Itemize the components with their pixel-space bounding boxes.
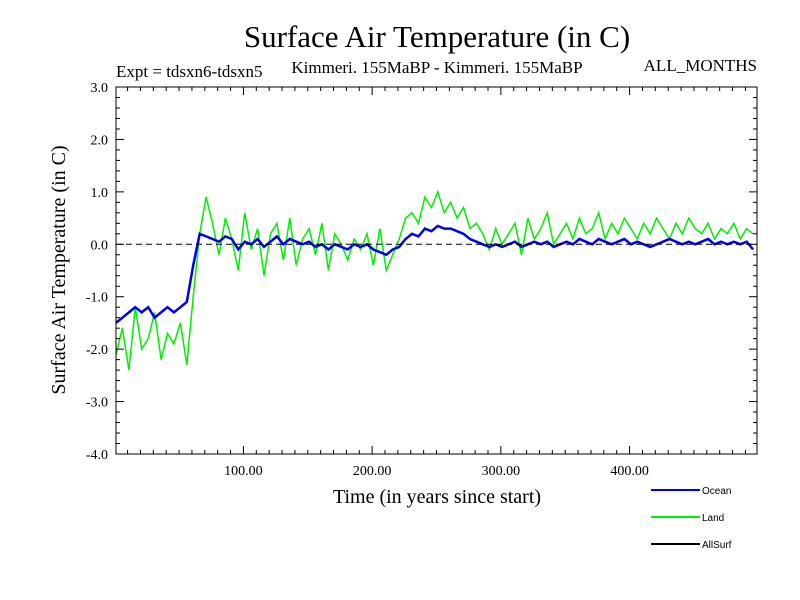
- y-tick-label: 3.0: [91, 81, 109, 96]
- y-tick-label: 0.0: [91, 238, 109, 253]
- chart-title: Surface Air Temperature (in C): [244, 19, 630, 54]
- chart-subtitle-right: ALL_MONTHS: [644, 56, 757, 75]
- y-tick-label: -4.0: [86, 448, 108, 463]
- y-axis: -4.0 -3.0 -2.0 -1.0 0.0 1.0 2.0 3.0: [86, 81, 757, 463]
- x-axis-label: Time (in years since start): [333, 486, 541, 508]
- x-tick-label: 200.00: [353, 464, 392, 479]
- series-land-line: [115, 189, 754, 371]
- legend: Ocean Land AllSurf: [651, 486, 732, 551]
- series-ocean-line: [115, 224, 755, 324]
- chart-subtitle-center: Kimmeri. 155MaBP - Kimmeri. 155MaBP: [291, 58, 582, 77]
- legend-label-allsurf: AllSurf: [702, 540, 732, 551]
- y-tick-label: -2.0: [86, 343, 108, 358]
- legend-label-land: Land: [702, 513, 724, 524]
- y-tick-label: 2.0: [91, 133, 109, 148]
- x-tick-label: 300.00: [482, 464, 521, 479]
- x-tick-label: 100.00: [224, 464, 263, 479]
- plot-frame: [115, 86, 758, 455]
- y-tick-label: 1.0: [91, 186, 109, 201]
- chart-subtitle-left: Expt = tdsxn6-tdsxn5: [116, 62, 263, 81]
- y-axis-label: Surface Air Temperature (in C): [48, 145, 70, 394]
- y-tick-label: -1.0: [86, 291, 108, 306]
- plot-series: [115, 189, 755, 371]
- y-tick-label: -3.0: [86, 396, 108, 411]
- x-axis: 100.00 200.00 300.00 400.00: [127, 87, 746, 479]
- x-tick-label: 400.00: [610, 464, 649, 479]
- legend-label-ocean: Ocean: [702, 486, 731, 497]
